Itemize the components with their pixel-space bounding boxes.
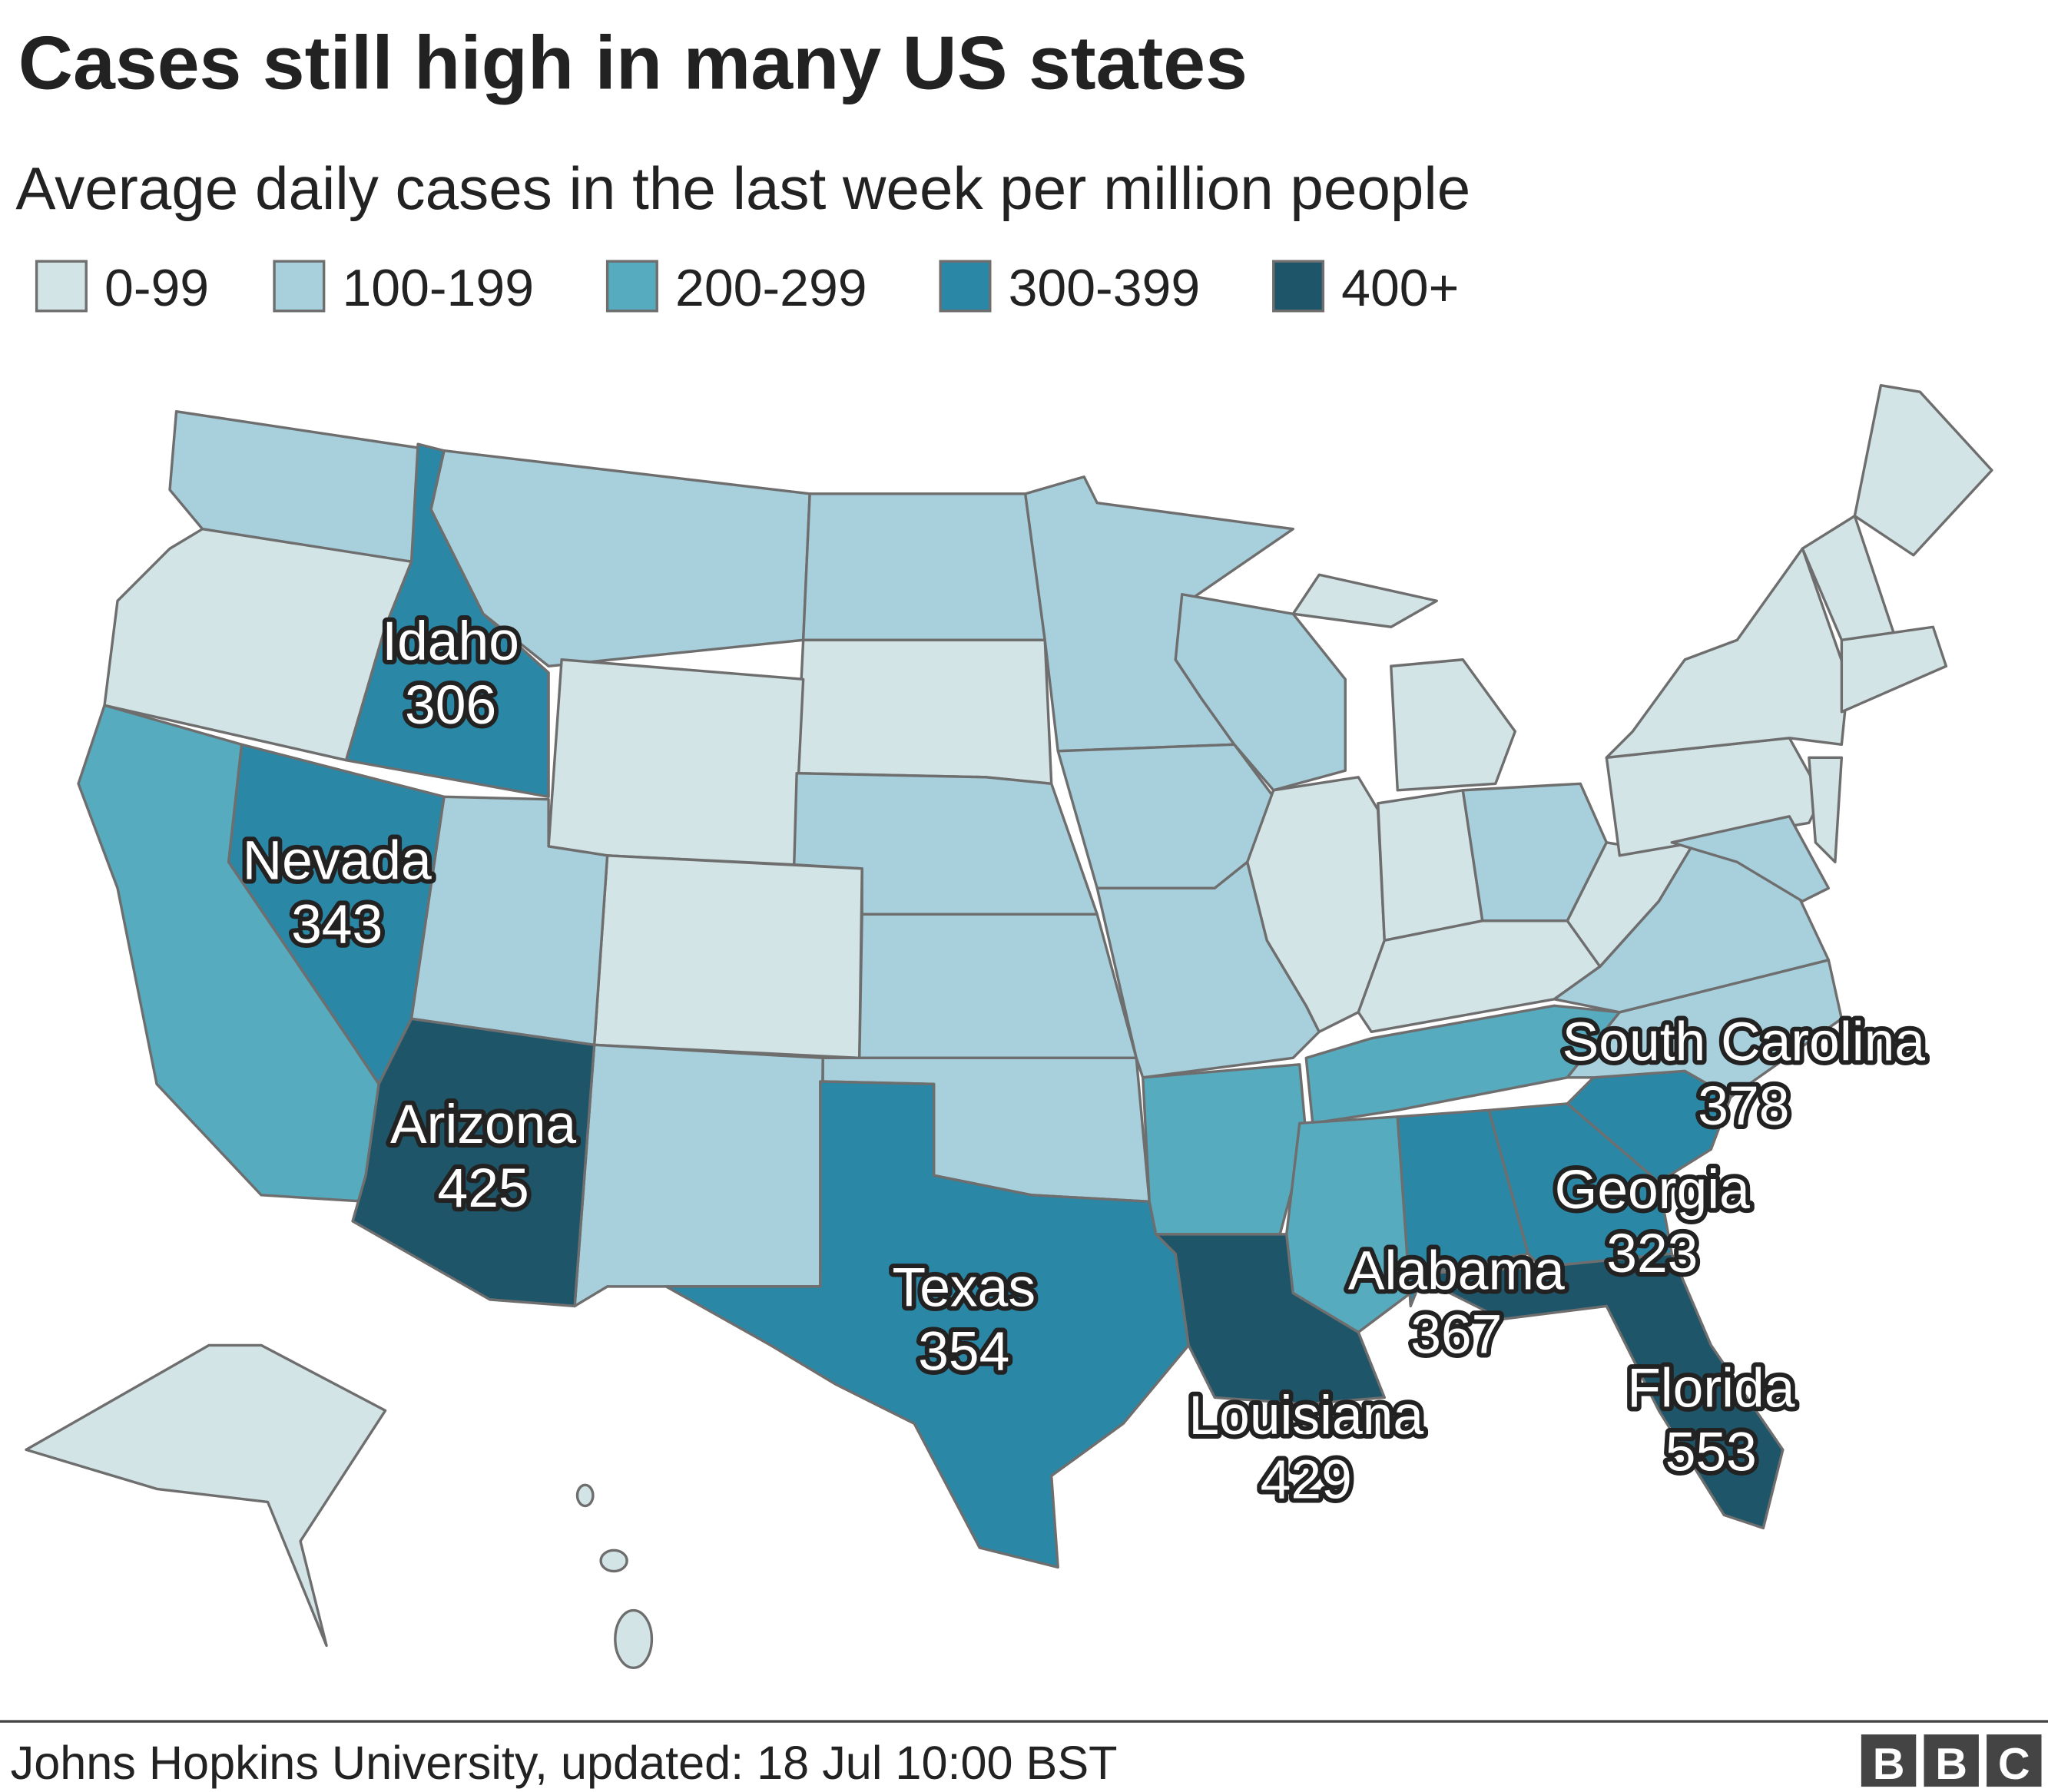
state-value: 378 bbox=[1698, 1075, 1789, 1137]
state-shape bbox=[664, 1080, 1190, 1569]
legend-swatch bbox=[35, 260, 88, 313]
legend-label: 300-399 bbox=[1009, 259, 1201, 317]
state-shape bbox=[1422, 1252, 1785, 1530]
state-name: Texas bbox=[893, 1257, 1036, 1318]
state-value: 343 bbox=[291, 894, 383, 956]
state-shape bbox=[795, 638, 1053, 785]
state-name: Alabama bbox=[1348, 1240, 1565, 1301]
state-value: 306 bbox=[405, 674, 496, 736]
logo-box bbox=[1861, 1734, 1917, 1787]
legend-swatch bbox=[939, 260, 992, 313]
legend-label: 200-299 bbox=[675, 259, 867, 317]
state-value: 323 bbox=[1606, 1223, 1698, 1284]
state-shape bbox=[1246, 776, 1386, 1034]
state-shape bbox=[592, 854, 863, 1060]
state-shape bbox=[801, 492, 1046, 641]
logo-letter: B bbox=[1935, 1740, 1967, 1789]
us-map bbox=[25, 384, 1993, 1670]
state-value: 425 bbox=[438, 1158, 529, 1219]
state-name: Louisiana bbox=[1188, 1385, 1423, 1446]
logo-letter: C bbox=[1998, 1740, 2030, 1789]
legend-label: 0-99 bbox=[104, 259, 209, 317]
state-shape bbox=[1291, 573, 1438, 628]
state-shape bbox=[1142, 1063, 1307, 1236]
state-shape bbox=[1605, 547, 1850, 759]
state-name: Georgia bbox=[1555, 1159, 1750, 1221]
legend-swatch bbox=[605, 260, 658, 313]
state-shape bbox=[351, 1017, 596, 1308]
state-name: Florida bbox=[1627, 1357, 1795, 1419]
state-shape bbox=[25, 1343, 387, 1648]
state-shape bbox=[1840, 625, 1948, 714]
state-shape bbox=[614, 1608, 654, 1670]
legend-label: 400+ bbox=[1341, 259, 1459, 317]
state-value: 367 bbox=[1410, 1304, 1502, 1366]
state-shape bbox=[1396, 1108, 1529, 1308]
state-value: 553 bbox=[1665, 1422, 1757, 1483]
legend-swatch bbox=[273, 260, 326, 313]
source: Johns Hopkins University, updated: 18 Ju… bbox=[11, 1737, 1118, 1789]
state-name: Arizona bbox=[390, 1094, 576, 1155]
logo-box bbox=[1987, 1734, 2042, 1787]
state-shape bbox=[1390, 658, 1516, 792]
state-value: 429 bbox=[1261, 1449, 1352, 1510]
state-shape bbox=[599, 1549, 628, 1573]
state-shape bbox=[1670, 815, 1831, 903]
state-value: 354 bbox=[918, 1321, 1009, 1383]
state-shape bbox=[575, 1483, 595, 1508]
subtitle: Average daily cases in the last week per… bbox=[15, 154, 1470, 222]
state-name: South Carolina bbox=[1563, 1012, 1926, 1073]
legend-label: 100-199 bbox=[342, 259, 534, 317]
logo-letter: B bbox=[1873, 1740, 1905, 1789]
logo-box bbox=[1924, 1734, 1979, 1787]
legend: 0-99 100-199 200-299 300-399 400+ bbox=[35, 259, 1459, 317]
state-shape bbox=[547, 658, 805, 866]
state-shape bbox=[858, 913, 1138, 1060]
title: Cases still high in many US states bbox=[18, 21, 1248, 105]
state-shape bbox=[1808, 756, 1844, 863]
legend-swatch bbox=[1272, 260, 1325, 313]
state-name: Idaho bbox=[382, 611, 519, 672]
state-name: Nevada bbox=[243, 830, 432, 891]
state-shape bbox=[1853, 384, 1993, 557]
state-shape bbox=[573, 1043, 824, 1308]
